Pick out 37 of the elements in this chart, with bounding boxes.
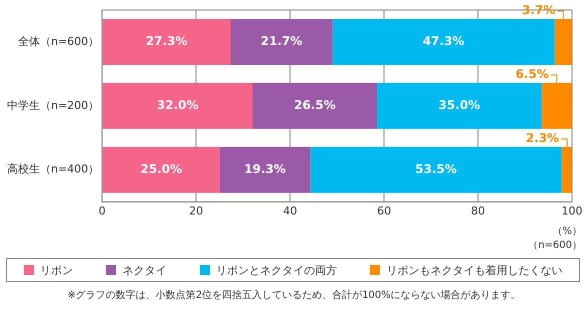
text: （n=600） bbox=[528, 239, 582, 252]
bar bbox=[230, 18, 332, 65]
data-label: 2.3% bbox=[526, 130, 560, 145]
data-label: 53.5% bbox=[415, 162, 457, 176]
x-tick-label: 0 bbox=[98, 204, 106, 218]
bar bbox=[377, 82, 542, 129]
y-tick-label: 高校生（n=400） bbox=[6, 162, 100, 176]
data-label: 21.7% bbox=[260, 34, 302, 48]
data-label: 6.5% bbox=[515, 67, 549, 82]
text: ※グラフの数字は、小数点第2位を四捨五入しているため、合計が100%にならない場合があります。 bbox=[66, 288, 522, 302]
x-tick-label: 20 bbox=[189, 204, 204, 218]
bar bbox=[102, 146, 220, 193]
bar bbox=[102, 82, 253, 129]
data-label: 19.3% bbox=[244, 162, 286, 176]
y-tick-label: 中学生（n=200） bbox=[6, 98, 100, 112]
y-tick-label: 全体（n=600） bbox=[18, 34, 100, 48]
x-tick-label: 60 bbox=[377, 204, 392, 218]
data-label: 47.3% bbox=[422, 34, 464, 48]
data-label: 25.0% bbox=[140, 162, 182, 176]
bar bbox=[332, 18, 555, 65]
legend-label: ネクタイ bbox=[121, 262, 166, 278]
bar bbox=[102, 18, 230, 65]
data-label: 26.5% bbox=[294, 98, 336, 112]
data-label: 35.0% bbox=[438, 98, 480, 112]
data-label: 27.3% bbox=[146, 34, 188, 48]
x-tick-label: 100 bbox=[562, 204, 582, 218]
bar bbox=[310, 146, 562, 193]
data-label: 32.0% bbox=[156, 98, 198, 112]
legend-label: リボンとネクタイの両方 bbox=[214, 262, 337, 278]
legend-label: リボンもネクタイも着用したくない bbox=[385, 262, 562, 278]
x-tick-label: 40 bbox=[283, 204, 298, 218]
bar bbox=[252, 82, 378, 129]
bar bbox=[220, 146, 310, 193]
x-tick-label: 80 bbox=[471, 204, 486, 218]
legend-label: リボン bbox=[38, 262, 73, 278]
data-label: 3.7% bbox=[522, 3, 556, 18]
text: （%） bbox=[552, 225, 582, 238]
